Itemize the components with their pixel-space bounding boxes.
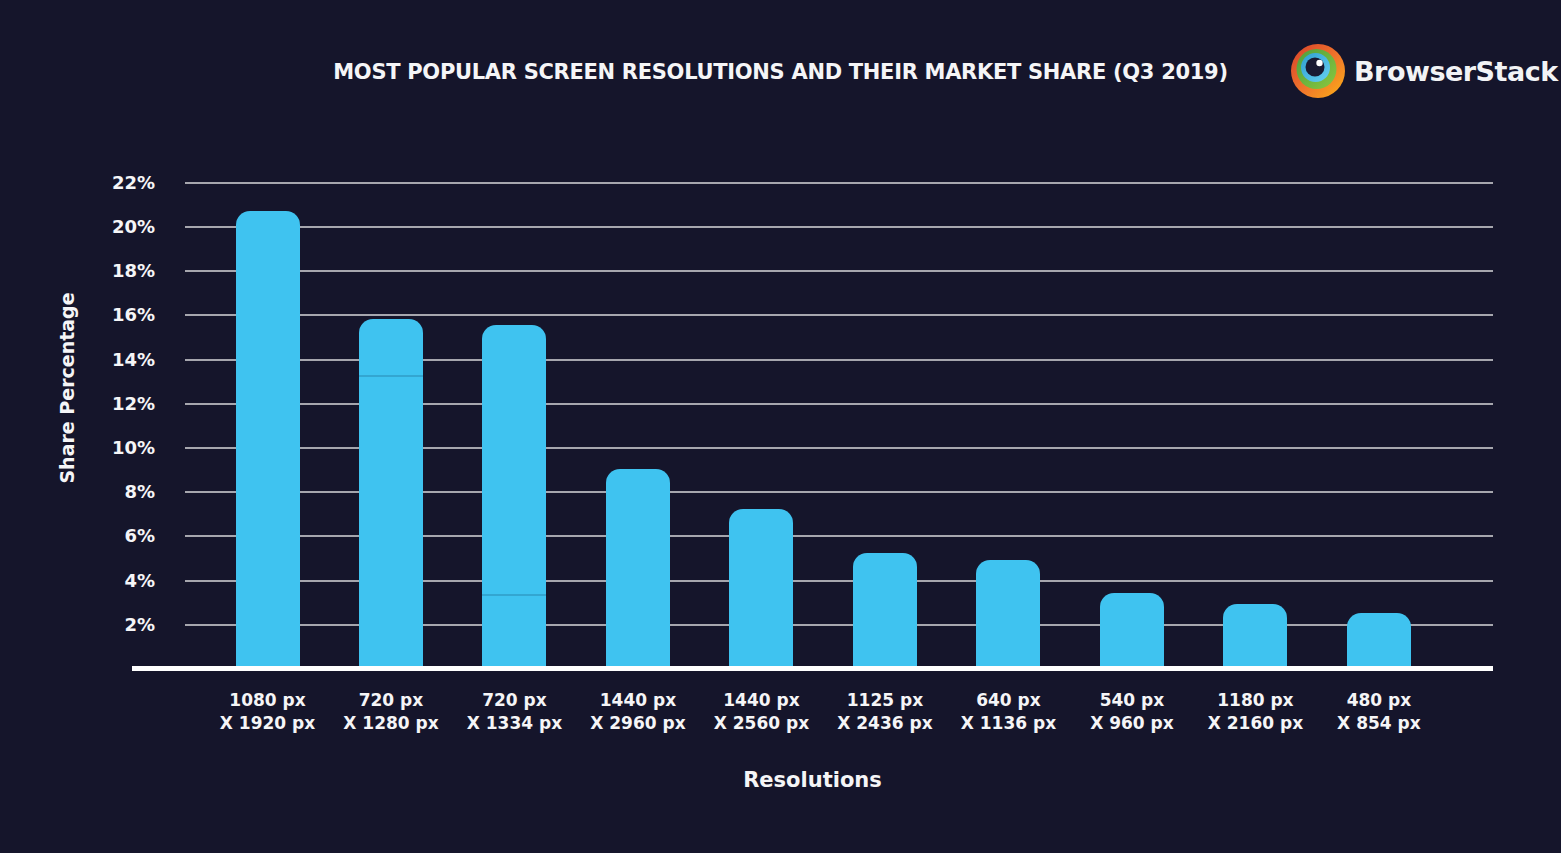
- x-tick-label-line1: 720 px: [444, 689, 584, 712]
- x-tick-label-line2: X 2436 px: [815, 712, 955, 735]
- x-tick-label-line1: 640 px: [938, 689, 1078, 712]
- x-tick-label-line2: X 2960 px: [568, 712, 708, 735]
- x-tick-label-line1: 1080 px: [198, 689, 338, 712]
- x-tick-label: 540 pxX 960 px: [1062, 689, 1202, 735]
- bar-1440px-2960px: [606, 469, 670, 666]
- x-tick-label: 720 pxX 1334 px: [444, 689, 584, 735]
- x-tick-label: 1180 pxX 2160 px: [1185, 689, 1325, 735]
- x-tick-label-line2: X 1280 px: [321, 712, 461, 735]
- bar-720px-1280px: [359, 319, 423, 666]
- infographic-canvas: MOST POPULAR SCREEN RESOLUTIONS AND THEI…: [0, 0, 1561, 853]
- bar-segment-boundary: [482, 594, 546, 596]
- x-tick-label: 1440 pxX 2560 px: [691, 689, 831, 735]
- x-tick-label-line1: 720 px: [321, 689, 461, 712]
- x-tick-label-line2: X 2560 px: [691, 712, 831, 735]
- x-tick-label-line2: X 1920 px: [198, 712, 338, 735]
- bar-1440px-2560px: [729, 509, 793, 666]
- x-tick-label-line2: X 1334 px: [444, 712, 584, 735]
- browserstack-logo-text: BrowserStack: [1354, 56, 1558, 87]
- bar-1080px-1920px: [236, 211, 300, 666]
- x-axis-baseline: [132, 666, 1493, 671]
- bar-540px-960px: [1100, 593, 1164, 666]
- x-tick-label-line1: 1125 px: [815, 689, 955, 712]
- x-tick-label: 480 pxX 854 px: [1309, 689, 1449, 735]
- browserstack-logo-icon: [1291, 44, 1345, 98]
- x-tick-label: 720 pxX 1280 px: [321, 689, 461, 735]
- x-tick-label-line1: 480 px: [1309, 689, 1449, 712]
- x-tick-label-line1: 1180 px: [1185, 689, 1325, 712]
- bar-segment-boundary: [359, 375, 423, 377]
- browserstack-logo: BrowserStack: [1291, 44, 1558, 98]
- x-axis-title: Resolutions: [132, 768, 1493, 792]
- x-tick-label-line1: 1440 px: [691, 689, 831, 712]
- plot-area: [132, 160, 1493, 671]
- x-tick-label-line1: 1440 px: [568, 689, 708, 712]
- x-tick-label: 1125 pxX 2436 px: [815, 689, 955, 735]
- x-tick-label: 1080 pxX 1920 px: [198, 689, 338, 735]
- bar-640px-1136px: [976, 560, 1040, 666]
- x-axis-tick-labels: 1080 pxX 1920 px720 pxX 1280 px720 pxX 1…: [132, 689, 1493, 749]
- bar-720px-1334px: [482, 325, 546, 666]
- bar-1180px-2160px: [1223, 604, 1287, 666]
- x-tick-label-line1: 540 px: [1062, 689, 1202, 712]
- bar-1125px-2436px: [853, 553, 917, 666]
- bars-layer: [132, 160, 1493, 671]
- x-tick-label-line2: X 960 px: [1062, 712, 1202, 735]
- bar-480px-854px: [1347, 613, 1411, 666]
- x-tick-label-line2: X 2160 px: [1185, 712, 1325, 735]
- x-tick-label-line2: X 854 px: [1309, 712, 1449, 735]
- x-tick-label: 640 pxX 1136 px: [938, 689, 1078, 735]
- x-tick-label: 1440 pxX 2960 px: [568, 689, 708, 735]
- x-tick-label-line2: X 1136 px: [938, 712, 1078, 735]
